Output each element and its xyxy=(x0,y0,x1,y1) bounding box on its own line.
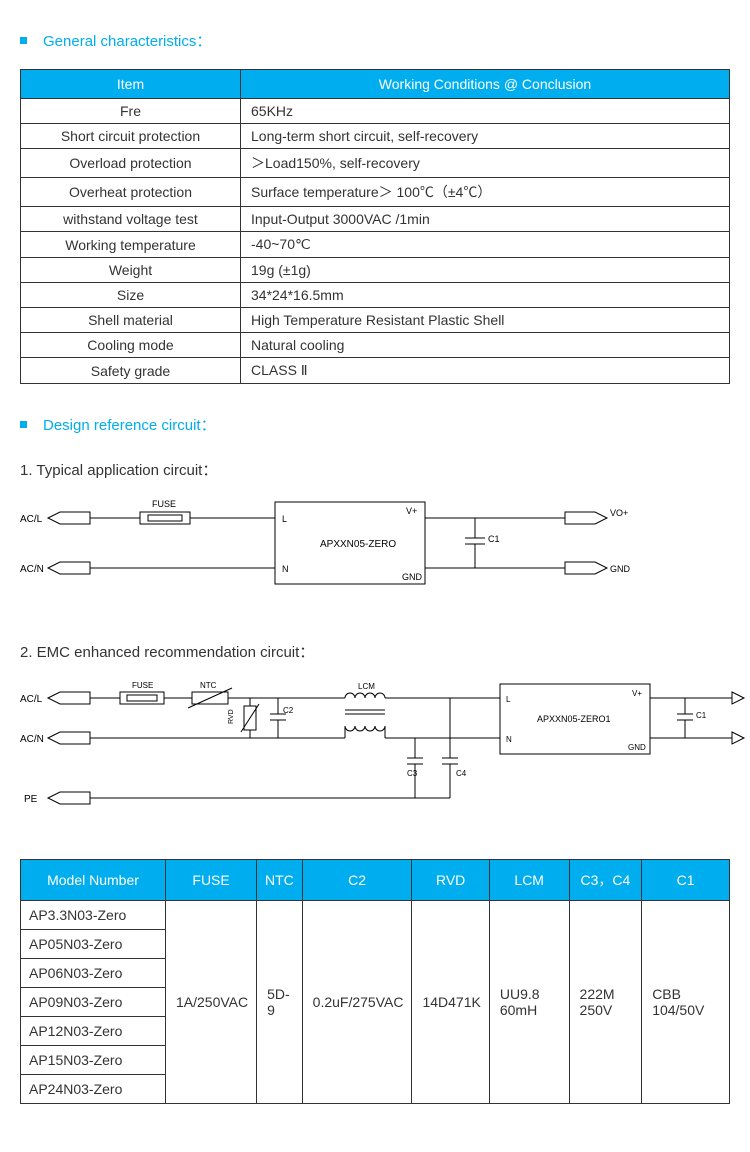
spec-value: High Temperature Resistant Plastic Shell xyxy=(241,308,730,333)
spec-header-conditions: Working Conditions @ Conclusion xyxy=(241,70,730,99)
component-table: Model NumberFUSENTCC2RVDLCMC3，C4C1 AP3.3… xyxy=(20,859,730,1104)
comp-value: 5D-9 xyxy=(257,901,303,1104)
label-acn: AC/N xyxy=(20,564,44,575)
model-cell: AP3.3N03-Zero xyxy=(21,901,166,930)
label-acl2: AC/L xyxy=(20,694,43,705)
bullet-icon xyxy=(20,37,27,44)
label-c1: C1 xyxy=(488,534,500,544)
label-N: N xyxy=(282,564,289,574)
label-L: L xyxy=(282,514,287,524)
emc-circuit-diagram: AC/L AC/N PE FUSE NTC RVD C2 LCM xyxy=(20,676,730,829)
comp-header: C3，C4 xyxy=(569,860,642,901)
label-pe: PE xyxy=(24,794,38,805)
label-module: APXXN05-ZERO xyxy=(320,539,396,550)
spec-value: Natural cooling xyxy=(241,333,730,358)
spec-item: Weight xyxy=(21,258,241,283)
model-cell: AP05N03-Zero xyxy=(21,930,166,959)
typical-circuit-diagram: AC/L AC/N FUSE L N APXXN05-ZERO V+ GND C… xyxy=(20,494,730,617)
label-c1-2: C1 xyxy=(696,711,707,720)
label-GND: GND xyxy=(402,572,423,582)
comp-header: C2 xyxy=(302,860,412,901)
label-L2: L xyxy=(506,695,511,704)
model-cell: AP06N03-Zero xyxy=(21,959,166,988)
label-acn2: AC/N xyxy=(20,734,44,745)
label-fuse2: FUSE xyxy=(132,681,153,690)
comp-header: Model Number xyxy=(21,860,166,901)
comp-value: 222M 250V xyxy=(569,901,642,1104)
spec-table: Item Working Conditions @ Conclusion Fre… xyxy=(20,69,730,384)
spec-value: Input-Output 3000VAC /1min xyxy=(241,207,730,232)
label-c4: C4 xyxy=(456,769,467,778)
spec-item: Working temperature xyxy=(21,232,241,258)
spec-item: Safety grade xyxy=(21,358,241,384)
spec-value: Long-term short circuit, self-recovery xyxy=(241,124,730,149)
spec-header-item: Item xyxy=(21,70,241,99)
model-cell: AP24N03-Zero xyxy=(21,1075,166,1104)
label-fuse: FUSE xyxy=(152,499,176,509)
spec-item: Size xyxy=(21,283,241,308)
comp-header: NTC xyxy=(257,860,303,901)
section-title-general: General characteristics： xyxy=(43,30,211,51)
spec-item: Overload protection xyxy=(21,149,241,178)
spec-item: Shell material xyxy=(21,308,241,333)
comp-header: FUSE xyxy=(166,860,257,901)
label-N2: N xyxy=(506,735,512,744)
label-rvd: RVD xyxy=(228,709,235,724)
label-c3: C3 xyxy=(407,769,418,778)
comp-header: C1 xyxy=(642,860,730,901)
subsection-emc: 2. EMC enhanced recommendation circuit： xyxy=(20,641,730,662)
comp-value: 14D471K xyxy=(412,901,489,1104)
model-cell: AP15N03-Zero xyxy=(21,1046,166,1075)
comp-header: LCM xyxy=(489,860,569,901)
spec-item: Short circuit protection xyxy=(21,124,241,149)
spec-value: -40~70℃ xyxy=(241,232,730,258)
section-header-general: General characteristics： xyxy=(20,30,730,51)
label-lcm: LCM xyxy=(358,682,375,691)
section-title-design: Design reference circuit： xyxy=(43,414,216,435)
comp-value: UU9.8 60mH xyxy=(489,901,569,1104)
model-cell: AP12N03-Zero xyxy=(21,1017,166,1046)
label-vp2: V+ xyxy=(632,689,642,698)
label-ntc: NTC xyxy=(200,681,217,690)
spec-value: 65KHz xyxy=(241,99,730,124)
comp-header: RVD xyxy=(412,860,489,901)
label-gnd2: GND xyxy=(628,743,646,752)
label-gndout: GND xyxy=(610,564,630,574)
subsection-typical: 1. Typical application circuit： xyxy=(20,459,730,480)
spec-value: Surface temperature＞ 100℃（±4℃） xyxy=(241,178,730,207)
comp-value: CBB 104/50V xyxy=(642,901,730,1104)
section-header-design: Design reference circuit： xyxy=(20,414,730,435)
label-Vp: V+ xyxy=(406,506,417,516)
label-module2: APXXN05-ZERO1 xyxy=(537,714,611,724)
spec-item: Fre xyxy=(21,99,241,124)
bullet-icon xyxy=(20,421,27,428)
comp-value: 0.2uF/275VAC xyxy=(302,901,412,1104)
label-acl: AC/L xyxy=(20,514,43,525)
label-vop: VO+ xyxy=(610,508,628,518)
spec-value: 19g (±1g) xyxy=(241,258,730,283)
spec-item: Cooling mode xyxy=(21,333,241,358)
spec-value: 34*24*16.5mm xyxy=(241,283,730,308)
spec-value: ＞Load150%, self-recovery xyxy=(241,149,730,178)
model-cell: AP09N03-Zero xyxy=(21,988,166,1017)
comp-value: 1A/250VAC xyxy=(166,901,257,1104)
spec-item: withstand voltage test xyxy=(21,207,241,232)
label-c2: C2 xyxy=(283,706,294,715)
spec-item: Overheat protection xyxy=(21,178,241,207)
spec-value: CLASS Ⅱ xyxy=(241,358,730,384)
